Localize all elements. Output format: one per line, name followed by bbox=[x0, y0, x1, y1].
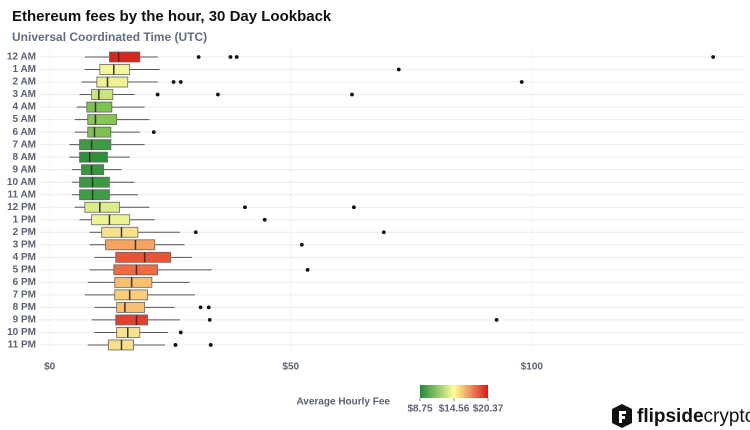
y-tick-label: 7 AM bbox=[12, 139, 36, 150]
outlier bbox=[243, 205, 247, 210]
y-tick-label: 6 PM bbox=[13, 277, 36, 288]
outlier bbox=[216, 92, 220, 97]
outlier bbox=[151, 130, 156, 135]
x-tick-label: $0 bbox=[44, 362, 56, 373]
outlier bbox=[519, 80, 524, 84]
y-tick-label: 10 AM bbox=[7, 177, 36, 188]
outlier bbox=[178, 80, 183, 84]
legend-tick-label: $8.75 bbox=[407, 404, 432, 415]
y-tick-label: 2 PM bbox=[13, 227, 36, 238]
x-tick-label: $50 bbox=[282, 362, 299, 373]
box bbox=[87, 126, 112, 138]
y-tick-label: 8 PM bbox=[13, 302, 36, 313]
y-tick-label: 11 PM bbox=[8, 340, 36, 351]
box bbox=[84, 201, 120, 213]
outlier bbox=[711, 55, 716, 59]
box bbox=[79, 176, 110, 188]
outlier bbox=[396, 67, 401, 72]
outlier bbox=[350, 92, 354, 97]
brand-suffix: crypto bbox=[704, 406, 750, 427]
y-tick-label: 5 PM bbox=[13, 264, 36, 275]
brand-text: flipsidecrypto bbox=[637, 406, 750, 427]
y-tick-label: 12 AM bbox=[7, 52, 36, 63]
box bbox=[86, 101, 113, 113]
y-tick-label: 1 PM bbox=[13, 214, 36, 225]
legend-tick-label: $14.56 bbox=[439, 404, 470, 415]
color-legend: Average Hourly Fee $8.75 $14.56 $20.37 bbox=[296, 385, 504, 415]
outlier bbox=[178, 330, 183, 335]
box bbox=[115, 314, 148, 326]
legend-title: Average Hourly Fee bbox=[296, 397, 390, 408]
y-tick-label: 8 AM bbox=[12, 152, 36, 163]
legend-tick-label: $20.37 bbox=[473, 404, 504, 415]
box bbox=[79, 151, 108, 163]
box bbox=[101, 226, 139, 238]
outlier bbox=[299, 242, 304, 247]
box bbox=[114, 276, 153, 288]
x-tick-label: $100 bbox=[521, 362, 544, 373]
box bbox=[96, 76, 129, 88]
brand-name: flipside bbox=[637, 406, 704, 427]
outlier bbox=[305, 267, 310, 272]
outlier bbox=[234, 55, 239, 59]
y-tick-label: 6 AM bbox=[12, 127, 36, 138]
box bbox=[81, 164, 105, 176]
box bbox=[91, 214, 131, 226]
y-tick-label: 9 PM bbox=[13, 315, 36, 326]
chart-title: Ethereum fees by the hour, 30 Day Lookba… bbox=[12, 8, 332, 25]
outlier bbox=[262, 217, 267, 222]
box bbox=[79, 189, 110, 201]
box bbox=[105, 239, 156, 251]
box bbox=[115, 251, 172, 263]
chart-subtitle: Universal Coordinated Time (UTC) bbox=[12, 30, 207, 44]
outlier bbox=[171, 80, 176, 84]
box bbox=[116, 301, 146, 313]
y-tick-label: 11 AM bbox=[7, 189, 36, 200]
outlier bbox=[207, 318, 212, 322]
y-tick-label: 7 PM bbox=[13, 290, 36, 301]
brand-logo: flipsidecrypto bbox=[612, 404, 750, 428]
outlier bbox=[155, 92, 160, 97]
outlier bbox=[352, 205, 356, 210]
outlier bbox=[494, 318, 499, 322]
box bbox=[91, 89, 114, 100]
box bbox=[114, 289, 148, 301]
box bbox=[79, 139, 112, 151]
outlier bbox=[193, 230, 198, 235]
box bbox=[109, 51, 141, 63]
color-bar bbox=[420, 385, 488, 398]
outlier bbox=[196, 55, 201, 59]
outlier bbox=[228, 55, 233, 59]
y-tick-label: 10 PM bbox=[7, 327, 36, 338]
y-tick-label: 5 AM bbox=[12, 114, 36, 125]
y-tick-label: 9 AM bbox=[12, 164, 36, 175]
outlier bbox=[381, 230, 386, 235]
y-tick-label: 1 AM bbox=[12, 64, 36, 75]
outlier bbox=[173, 343, 178, 347]
box bbox=[99, 64, 131, 75]
y-tick-label: 3 PM bbox=[13, 239, 36, 250]
box bbox=[87, 114, 118, 125]
y-tick-label: 2 AM bbox=[12, 77, 36, 88]
y-tick-label: 4 AM bbox=[12, 102, 36, 113]
outlier bbox=[206, 305, 211, 310]
y-tick-label: 3 AM bbox=[12, 89, 36, 100]
y-tick-label: 4 PM bbox=[13, 252, 36, 263]
outlier bbox=[198, 305, 203, 310]
y-tick-label: 12 PM bbox=[7, 202, 36, 213]
outlier bbox=[208, 343, 213, 347]
